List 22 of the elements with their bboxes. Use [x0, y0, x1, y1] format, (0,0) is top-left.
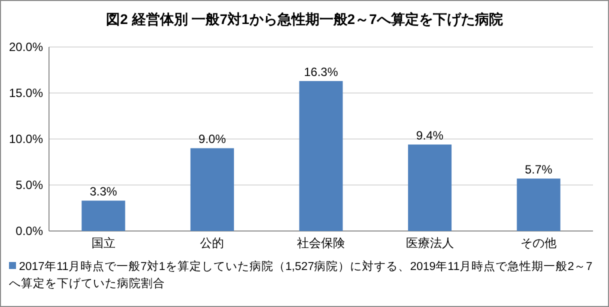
- bar: [190, 148, 234, 231]
- bar: [82, 200, 126, 231]
- bar: [299, 81, 343, 231]
- chart-title: 図2 経営体別 一般7対1から急性期一般2～7へ算定を下げた病院: [105, 11, 504, 29]
- y-tick-label: 20.0%: [8, 40, 44, 54]
- y-tick-label: 0.0%: [16, 224, 44, 238]
- x-tick-label: 国立: [91, 236, 116, 250]
- bar: [408, 144, 452, 231]
- data-label: 9.4%: [416, 128, 444, 143]
- data-label: 16.3%: [304, 65, 338, 80]
- x-tick-label: 医療法人: [406, 236, 454, 250]
- x-tick-label: 公的: [200, 236, 224, 250]
- bar: [516, 178, 560, 231]
- data-label: 5.7%: [524, 162, 553, 177]
- x-tick-label: 社会保険: [297, 236, 345, 250]
- x-tick-label: その他: [520, 236, 557, 250]
- data-label: 9.0%: [198, 132, 226, 146]
- data-label: 3.3%: [90, 184, 118, 199]
- legend-label: 2017年11月時点で一般7対1を算定していた病院（1,527病院）に対する、2019年11月時点で急性期一般2～7へ算定を下げていた病院割合: [9, 261, 592, 290]
- y-tick-label: 15.0%: [8, 86, 44, 100]
- y-tick-label: 5.0%: [16, 178, 44, 192]
- y-tick-label: 10.0%: [8, 132, 44, 146]
